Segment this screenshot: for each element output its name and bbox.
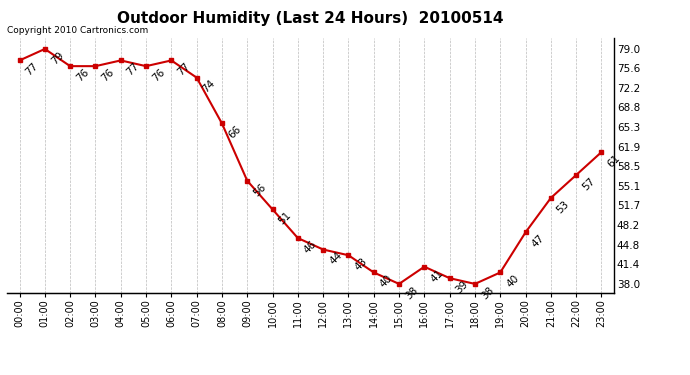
- Text: 41: 41: [428, 267, 445, 284]
- Text: 76: 76: [99, 67, 116, 83]
- Text: 43: 43: [353, 256, 369, 273]
- Text: 74: 74: [201, 78, 217, 95]
- Text: 56: 56: [251, 182, 268, 198]
- Text: 77: 77: [175, 61, 192, 78]
- Text: 44: 44: [327, 251, 344, 267]
- Text: 76: 76: [75, 67, 91, 83]
- Text: 40: 40: [504, 273, 521, 290]
- Text: 40: 40: [378, 273, 394, 290]
- Text: 53: 53: [555, 199, 571, 215]
- Text: 77: 77: [23, 61, 40, 78]
- Text: 47: 47: [530, 233, 546, 250]
- Text: 61: 61: [606, 153, 622, 170]
- Text: 38: 38: [479, 285, 495, 301]
- Text: 76: 76: [150, 67, 167, 83]
- Text: 51: 51: [277, 210, 293, 227]
- Text: 38: 38: [403, 285, 420, 301]
- Text: 46: 46: [302, 239, 319, 255]
- Text: 79: 79: [49, 50, 66, 66]
- Text: 57: 57: [580, 176, 597, 192]
- Text: Copyright 2010 Cartronics.com: Copyright 2010 Cartronics.com: [7, 26, 148, 35]
- Text: 77: 77: [125, 61, 141, 78]
- Text: 39: 39: [454, 279, 471, 296]
- Text: 66: 66: [226, 124, 243, 141]
- Text: Outdoor Humidity (Last 24 Hours)  20100514: Outdoor Humidity (Last 24 Hours) 2010051…: [117, 11, 504, 26]
